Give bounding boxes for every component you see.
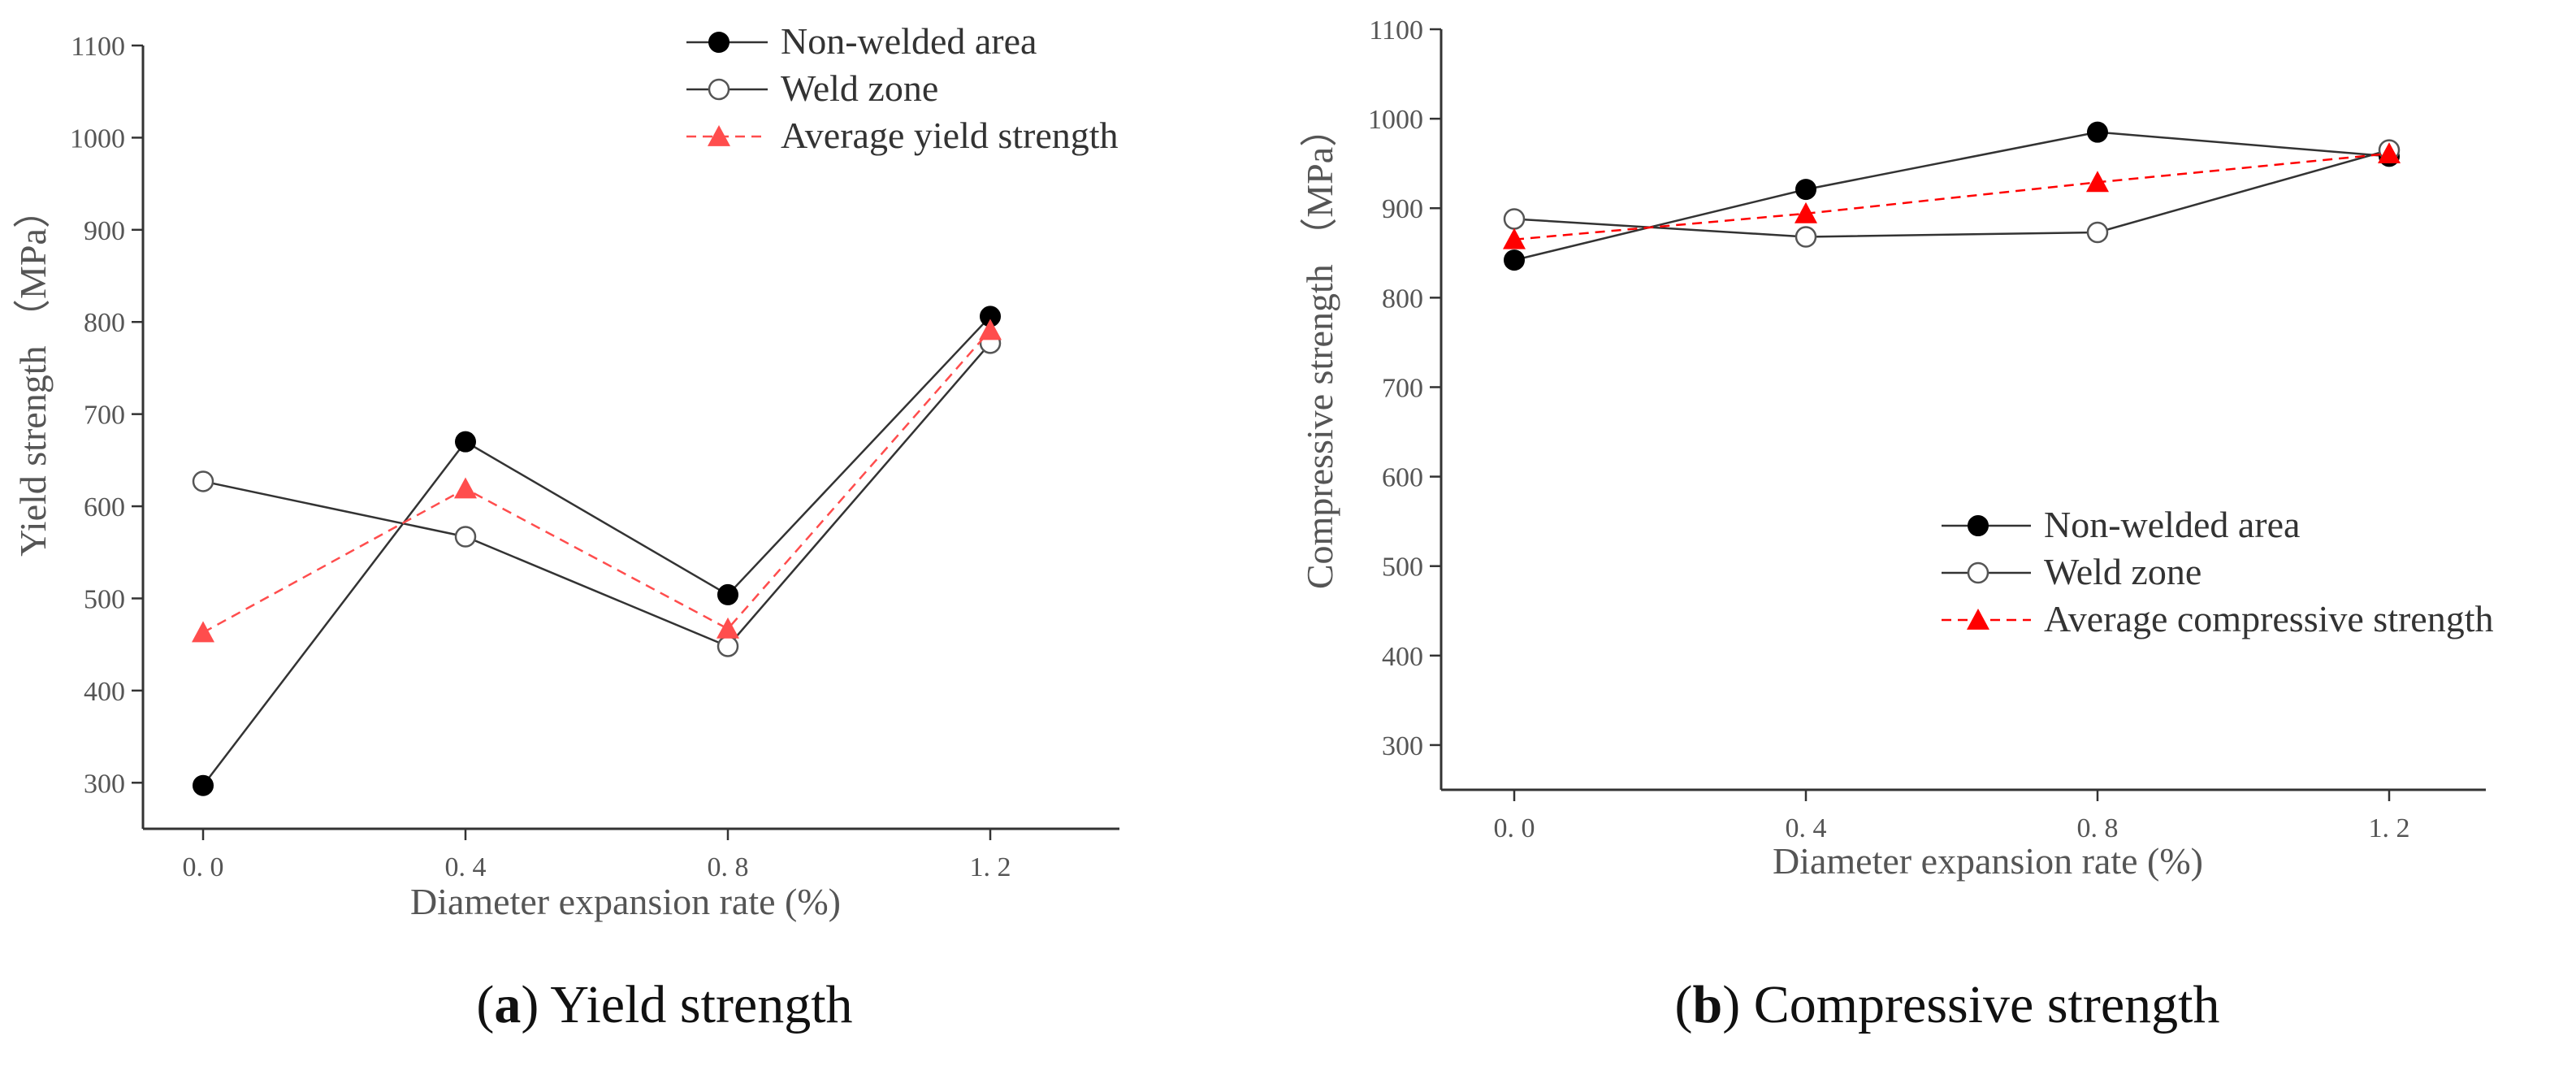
series-line-0 xyxy=(202,315,991,787)
y-tick-label: 800 xyxy=(84,308,125,338)
figure-caption: (a) Yield strength xyxy=(476,975,852,1034)
legend: Non-welded area Weld zone Average compress… xyxy=(1942,504,2494,639)
data-point-2-3 xyxy=(979,319,1002,340)
x-tick-label: 0. 0 xyxy=(183,852,224,882)
data-point-2-2 xyxy=(717,617,739,639)
series-line-1 xyxy=(202,342,991,648)
legend-label: Weld zone xyxy=(2044,551,2202,592)
y-tick-label: 500 xyxy=(84,584,125,614)
data-point-2-1 xyxy=(454,477,477,499)
data-point-1-1 xyxy=(454,526,477,548)
data-point-1-0 xyxy=(192,470,214,492)
data-point-0-2 xyxy=(2087,121,2108,143)
chart-a: 300 400 500 600 700 800 900 1000 1100 0. 0 0. 4 0. … xyxy=(12,20,1119,1034)
series-line-1 xyxy=(1513,149,2390,238)
legend-marker xyxy=(708,32,730,53)
y-tick-label: 300 xyxy=(84,769,125,799)
series-line-2 xyxy=(202,329,991,634)
series-line-2 xyxy=(1513,152,2390,241)
y-tick-label: 800 xyxy=(1382,284,1423,314)
x-tick-label: 0. 4 xyxy=(1786,813,1827,843)
chart-b: 300 400 500 600 700 800 900 1000 1100 0. 0 0. 4 0. … xyxy=(1299,15,2494,1034)
y-tick-label: 600 xyxy=(84,492,125,522)
series-line-0 xyxy=(1513,131,2390,262)
x-tick-label: 1. 2 xyxy=(970,852,1011,882)
x-tick-label: 0. 4 xyxy=(445,852,487,882)
x-tick-label: 0. 8 xyxy=(708,852,749,882)
x-tick-label: 0. 0 xyxy=(1494,813,1535,843)
data-point-1-2 xyxy=(717,635,739,657)
y-tick-label: 400 xyxy=(1382,642,1423,672)
x-axis-title: Diameter expansion rate (%) xyxy=(1773,840,2203,882)
y-axis-title: Compressive strength （MPa） xyxy=(1299,110,1340,589)
data-point-0-0 xyxy=(193,774,214,796)
x-tick-label: 0. 8 xyxy=(2077,813,2119,843)
y-tick-label: 1100 xyxy=(1369,15,1423,46)
legend-label: Non-welded area xyxy=(781,20,1037,62)
data-point-2-3 xyxy=(2378,142,2401,163)
legend-label: Average compressive strength xyxy=(2044,598,2494,639)
legend-label: Weld zone xyxy=(781,67,938,109)
y-tick-label: 400 xyxy=(84,677,125,707)
legend-marker xyxy=(708,78,730,101)
y-tick-label: 500 xyxy=(1382,553,1423,583)
y-axis-title: Yield strength （MPa） xyxy=(12,191,54,557)
legend-marker xyxy=(1967,609,1989,630)
data-point-1-2 xyxy=(2086,221,2109,244)
legend-label: Average yield strength xyxy=(781,115,1119,156)
y-tick-label: 1000 xyxy=(1368,105,1423,135)
data-point-0-1 xyxy=(455,431,476,453)
legend: Non-welded area Weld zone Average yield st… xyxy=(686,20,1119,156)
x-axis-title: Diameter expansion rate (%) xyxy=(410,881,841,922)
y-tick-label: 1000 xyxy=(70,124,125,154)
legend-marker xyxy=(708,125,730,146)
y-tick-label: 600 xyxy=(1382,463,1423,493)
data-point-1-0 xyxy=(1503,208,1526,230)
y-tick-label: 1100 xyxy=(71,32,125,62)
x-tick-label: 1. 2 xyxy=(2369,813,2410,843)
legend-marker xyxy=(1968,515,1989,536)
legend-marker xyxy=(1967,561,1989,584)
data-point-0-1 xyxy=(1795,179,1816,201)
data-point-2-2 xyxy=(2086,171,2109,193)
data-point-0-2 xyxy=(717,583,738,605)
y-tick-label: 300 xyxy=(1382,731,1423,761)
y-tick-label: 900 xyxy=(1382,194,1423,224)
legend-label: Non-welded area xyxy=(2044,504,2300,545)
figure-caption: (b) Compressive strength xyxy=(1675,975,2220,1034)
data-point-1-1 xyxy=(1795,226,1817,248)
y-tick-label: 700 xyxy=(1382,373,1423,403)
data-point-2-1 xyxy=(1795,202,1817,223)
data-point-2-0 xyxy=(192,621,214,643)
data-point-2-0 xyxy=(1503,228,1526,249)
y-tick-label: 700 xyxy=(84,401,125,431)
data-point-0-0 xyxy=(1504,249,1525,271)
y-tick-label: 900 xyxy=(84,216,125,246)
